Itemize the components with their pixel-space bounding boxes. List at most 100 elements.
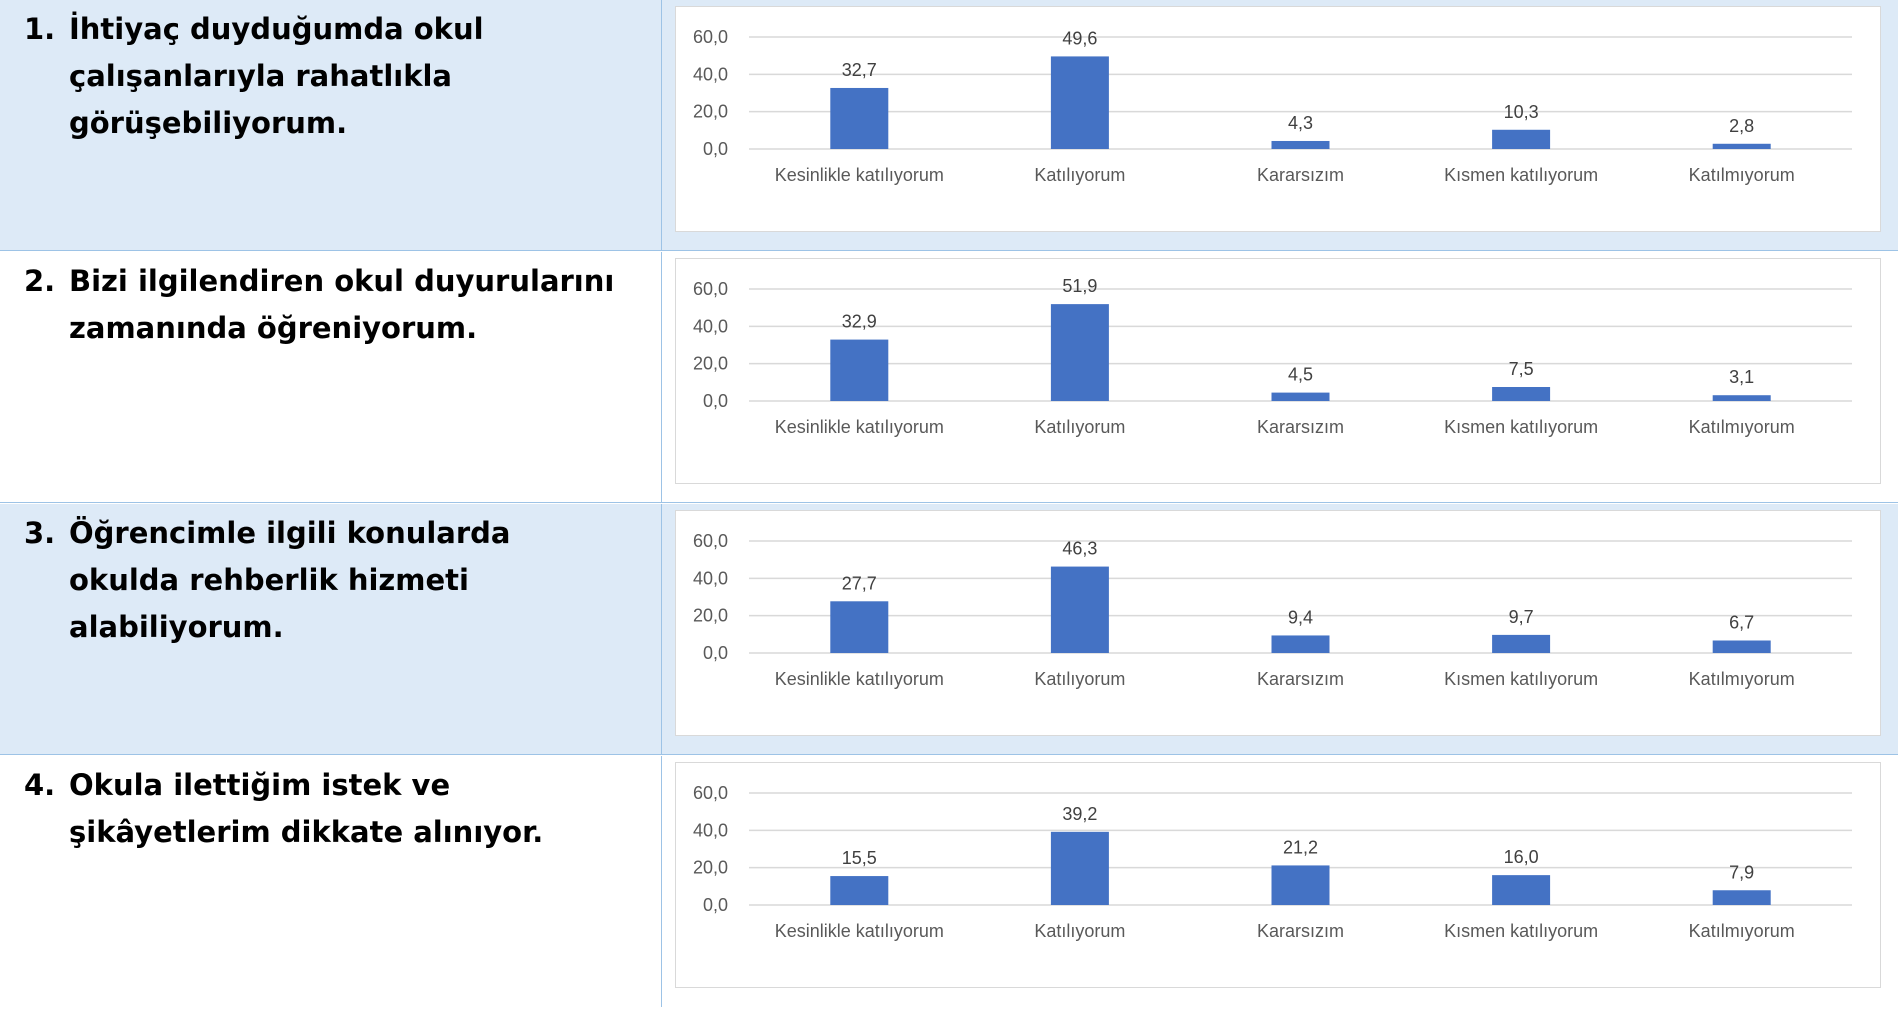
data-label: 9,7 [1509,607,1534,627]
bar [1492,129,1551,149]
data-label: 39,2 [1062,804,1097,824]
survey-row-2: 2. Bizi ilgilendiren okul duyurularını z… [0,252,1898,504]
bar [1050,566,1109,653]
question-cell: 4. Okula ilettiğim istek ve şikâyetlerim… [0,756,662,1007]
x-tick-label: Kısmen katılıyorum [1444,165,1598,185]
x-tick-label: Kısmen katılıyorum [1444,921,1598,941]
data-label: 2,8 [1729,116,1754,136]
chart-svg: 0,0 20,0 40,0 60,0 27,7 Kesinlikle katılıyoru… [693,531,1852,689]
data-label: 32,9 [842,312,877,332]
x-tick-label: Katılmıyorum [1689,165,1795,185]
x-tick-label: Kararsızım [1257,921,1344,941]
bar [1492,634,1551,653]
data-label: 15,5 [842,848,877,868]
chart-cell: 0,0 20,0 40,0 60,0 32,7 Kesinlikle katılıyoru… [662,0,1898,251]
bar [1271,865,1330,905]
bar [1492,875,1551,905]
chart-svg: 0,0 20,0 40,0 60,0 15,5 Kesinlikle katılıyoru… [693,783,1852,941]
y-tick-label: 40,0 [693,64,728,84]
y-tick-label: 40,0 [693,820,728,840]
data-label: 51,9 [1062,276,1097,296]
chart-svg: 0,0 20,0 40,0 60,0 32,9 Kesinlikle katılıyoru… [693,276,1852,437]
y-tick-label: 0,0 [703,139,728,159]
bar-chart: 0,0 20,0 40,0 60,0 32,9 Kesinlikle katılıyoru… [675,258,1881,484]
bar [830,876,889,905]
x-tick-label: Katılmıyorum [1689,417,1795,437]
y-tick-label: 20,0 [693,858,728,878]
chart-cell: 0,0 20,0 40,0 60,0 27,7 Kesinlikle katılıyoru… [662,504,1898,755]
question-text: İhtiyaç duyduğumda okul çalışanlarıyla r… [69,12,484,140]
x-tick-label: Kesinlikle katılıyorum [775,165,944,185]
bar [1050,831,1109,905]
y-tick-label: 60,0 [693,27,728,47]
bar [1271,140,1330,149]
x-tick-label: Kesinlikle katılıyorum [775,921,944,941]
bar [1712,640,1771,653]
chart-svg: 0,0 20,0 40,0 60,0 32,7 Kesinlikle katılıyoru… [693,27,1852,185]
question-number: 4. [24,768,56,802]
data-label: 27,7 [842,573,877,593]
x-tick-label: Katılıyorum [1034,417,1125,437]
x-tick-label: Katılmıyorum [1689,921,1795,941]
bar [1271,392,1330,401]
chart-cell: 0,0 20,0 40,0 60,0 15,5 Kesinlikle katılıyoru… [662,756,1898,1007]
y-tick-label: 0,0 [703,643,728,663]
x-tick-label: Kararsızım [1257,417,1344,437]
x-tick-label: Kararsızım [1257,669,1344,689]
bar [830,601,889,653]
question-cell: 3. Öğrencimle ilgili konularda okulda re… [0,504,662,755]
y-tick-label: 40,0 [693,316,728,336]
question-cell: 2. Bizi ilgilendiren okul duyurularını z… [0,252,662,503]
survey-row-4: 4. Okula ilettiğim istek ve şikâyetlerim… [0,756,1898,1008]
y-tick-label: 0,0 [703,895,728,915]
bar [1050,304,1109,401]
data-label: 7,5 [1509,359,1534,379]
bar [1712,395,1771,401]
bar [1712,890,1771,905]
x-tick-label: Kesinlikle katılıyorum [775,417,944,437]
x-tick-label: Kısmen katılıyorum [1444,417,1598,437]
x-tick-label: Katılıyorum [1034,669,1125,689]
question-number: 2. [24,264,56,298]
data-label: 6,7 [1729,612,1754,632]
data-label: 3,1 [1729,367,1754,387]
bar [1271,635,1330,653]
data-label: 9,4 [1288,607,1313,627]
bar-chart: 0,0 20,0 40,0 60,0 32,7 Kesinlikle katılıyoru… [675,6,1881,232]
data-label: 16,0 [1504,847,1539,867]
y-tick-label: 20,0 [693,354,728,374]
y-tick-label: 60,0 [693,531,728,551]
data-label: 32,7 [842,60,877,80]
bar-chart: 0,0 20,0 40,0 60,0 27,7 Kesinlikle katılıyoru… [675,510,1881,736]
data-label: 7,9 [1729,862,1754,882]
x-tick-label: Katılıyorum [1034,921,1125,941]
bar [1712,143,1771,149]
bar [1050,56,1109,150]
y-tick-label: 60,0 [693,279,728,299]
x-tick-label: Katılıyorum [1034,165,1125,185]
question-number: 1. [24,12,56,46]
x-tick-label: Katılmıyorum [1689,669,1795,689]
chart-cell: 0,0 20,0 40,0 60,0 32,9 Kesinlikle katılıyoru… [662,252,1898,503]
bar [830,339,889,401]
x-tick-label: Kesinlikle katılıyorum [775,669,944,689]
x-tick-label: Kısmen katılıyorum [1444,669,1598,689]
y-tick-label: 0,0 [703,391,728,411]
bar [1492,387,1551,401]
data-label: 4,5 [1288,365,1313,385]
data-label: 10,3 [1504,102,1539,122]
y-tick-label: 40,0 [693,568,728,588]
y-tick-label: 60,0 [693,783,728,803]
data-label: 21,2 [1283,837,1318,857]
x-tick-label: Kararsızım [1257,165,1344,185]
survey-row-1: 1. İhtiyaç duyduğumda okul çalışanlarıyl… [0,0,1898,252]
y-tick-label: 20,0 [693,102,728,122]
question-text: Okula ilettiğim istek ve şikâyetlerim di… [69,768,544,849]
data-label: 4,3 [1288,113,1313,133]
question-text: Öğrencimle ilgili konularda okulda rehbe… [69,516,511,644]
bar-chart: 0,0 20,0 40,0 60,0 15,5 Kesinlikle katılıyoru… [675,762,1881,988]
survey-row-3: 3. Öğrencimle ilgili konularda okulda re… [0,504,1898,756]
question-text: Bizi ilgilendiren okul duyurularını zama… [69,264,615,345]
y-tick-label: 20,0 [693,606,728,626]
